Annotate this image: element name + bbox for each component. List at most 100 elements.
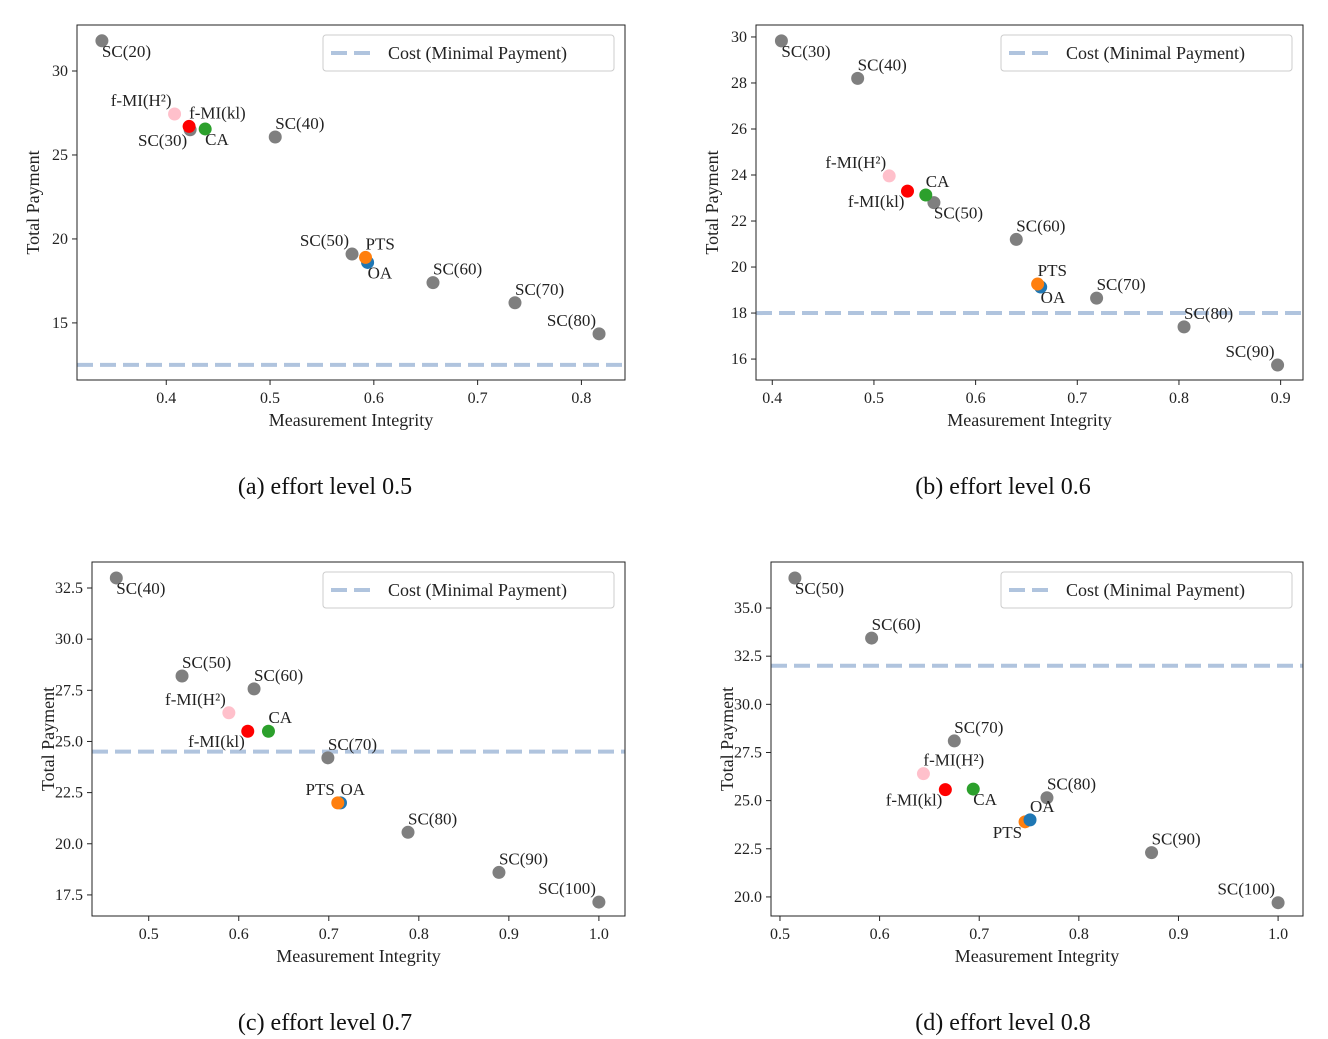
x-tick-label: 0.6	[966, 390, 986, 407]
point-label: SC(100)	[538, 879, 596, 898]
point-label: SC(20)	[102, 42, 151, 61]
point-label: SC(30)	[781, 42, 830, 61]
point-label: OA	[340, 780, 365, 799]
x-tick-label: 0.8	[571, 390, 591, 407]
point-SC	[321, 751, 335, 765]
subplot-d: 0.5 0.6 0.7 0.8 0.9 1.0 20.0 22.5 25.0 27.5 30.0 32…	[717, 561, 1304, 1036]
point-SC	[592, 327, 606, 341]
point-label: SC(60)	[433, 260, 482, 279]
point-fMI_H2	[882, 169, 896, 183]
x-tick-label: 0.5	[139, 926, 159, 943]
point-SC	[492, 865, 506, 879]
point-fMI_H2	[168, 107, 182, 121]
point-SC	[1271, 358, 1285, 372]
point-PTS	[359, 250, 373, 264]
point-label: SC(60)	[254, 666, 303, 685]
y-tick-label: 22.5	[55, 785, 83, 802]
point-CA	[966, 782, 980, 796]
x-axis-label: Measurement Integrity	[269, 410, 433, 430]
point-label: f-MI(H²)	[165, 690, 226, 709]
point-CA	[261, 724, 275, 738]
y-tick-label: 27.5	[55, 682, 83, 699]
point-label: SC(50)	[795, 579, 844, 598]
legend-box	[1000, 571, 1293, 609]
legend-label: Cost (Minimal Payment)	[1066, 43, 1245, 64]
subplot-caption: (a) effort level 0.5	[238, 474, 412, 500]
y-tick-label: 30.0	[734, 696, 762, 713]
x-tick-label: 0.9	[499, 926, 519, 943]
y-tick-label: 22	[731, 213, 747, 230]
point-SC	[788, 571, 802, 585]
point-label: f-MI(H²)	[111, 91, 172, 110]
point-label: SC(50)	[300, 231, 349, 250]
point-label: SC(70)	[1097, 275, 1146, 294]
point-SC	[109, 571, 123, 585]
point-SC	[345, 247, 359, 261]
point-SC	[947, 734, 961, 748]
x-tick-label: 0.5	[770, 926, 790, 943]
point-SC	[774, 34, 788, 48]
point-label: f-MI(kl)	[848, 192, 905, 211]
point-label: SC(50)	[182, 653, 231, 672]
point-label: SC(80)	[1047, 775, 1096, 794]
point-label: CA	[926, 172, 950, 191]
y-tick-label: 30.0	[55, 631, 83, 648]
point-label: SC(90)	[1152, 830, 1201, 849]
point-SC	[1145, 846, 1159, 860]
x-tick-label: 0.7	[969, 926, 989, 943]
y-tick-label: 17.5	[55, 887, 83, 904]
y-tick-label: 25.0	[55, 733, 83, 750]
legend: Cost (Minimal Payment)	[1000, 34, 1293, 72]
point-label: SC(50)	[934, 204, 983, 223]
x-tick-label: 0.9	[1168, 926, 1188, 943]
point-OA	[1023, 813, 1037, 827]
x-tick-label: 1.0	[589, 926, 609, 943]
point-CA	[919, 188, 933, 202]
point-label: SC(100)	[1217, 880, 1275, 899]
point-fMI_H2	[222, 706, 236, 720]
y-tick-label: 22.5	[734, 841, 762, 858]
point-label: OA	[1041, 288, 1066, 307]
y-tick-label: 32.5	[55, 580, 83, 597]
x-tick-label: 0.6	[229, 926, 249, 943]
y-tick-label: 32.5	[734, 648, 762, 665]
point-label: SC(60)	[872, 615, 921, 634]
x-tick-label: 0.6	[870, 926, 890, 943]
point-SC	[247, 682, 261, 696]
point-label: SC(40)	[275, 114, 324, 133]
point-SC	[1177, 320, 1191, 334]
y-tick-label: 30	[52, 63, 68, 80]
point-SC	[1090, 291, 1104, 305]
point-SC	[1271, 896, 1285, 910]
y-tick-label: 20	[52, 231, 68, 248]
point-label: PTS	[1038, 261, 1067, 280]
subplot-caption: (c) effort level 0.7	[238, 1010, 412, 1036]
axes-frame	[755, 24, 1304, 381]
y-tick-label: 30	[731, 29, 747, 46]
point-SC	[95, 34, 109, 48]
y-tick-label: 18	[731, 305, 747, 322]
point-fMI_H2	[916, 767, 930, 781]
x-axis-label: Measurement Integrity	[947, 410, 1111, 430]
point-SC	[927, 196, 941, 210]
x-tick-label: 1.0	[1268, 926, 1288, 943]
point-label: f-MI(H²)	[923, 751, 984, 770]
point-label: SC(40)	[116, 579, 165, 598]
legend: Cost (Minimal Payment)	[322, 571, 615, 609]
subplot-caption: (d) effort level 0.8	[915, 1010, 1091, 1036]
point-label: f-MI(kl)	[189, 103, 246, 122]
x-axis-label: Measurement Integrity	[276, 946, 440, 966]
x-tick-label: 0.8	[1169, 390, 1189, 407]
point-label: SC(90)	[499, 849, 548, 868]
y-tick-label: 35.0	[734, 600, 762, 617]
point-label: CA	[973, 790, 997, 809]
point-label: SC(30)	[138, 131, 187, 150]
legend-box	[322, 34, 615, 72]
axes-frame	[770, 561, 1304, 917]
axes-frame	[91, 561, 626, 917]
y-tick-label: 20.0	[734, 889, 762, 906]
point-label: SC(70)	[328, 735, 377, 754]
point-label: PTS	[993, 823, 1022, 842]
y-tick-label: 28	[731, 75, 747, 92]
y-tick-label: 16	[731, 351, 747, 368]
